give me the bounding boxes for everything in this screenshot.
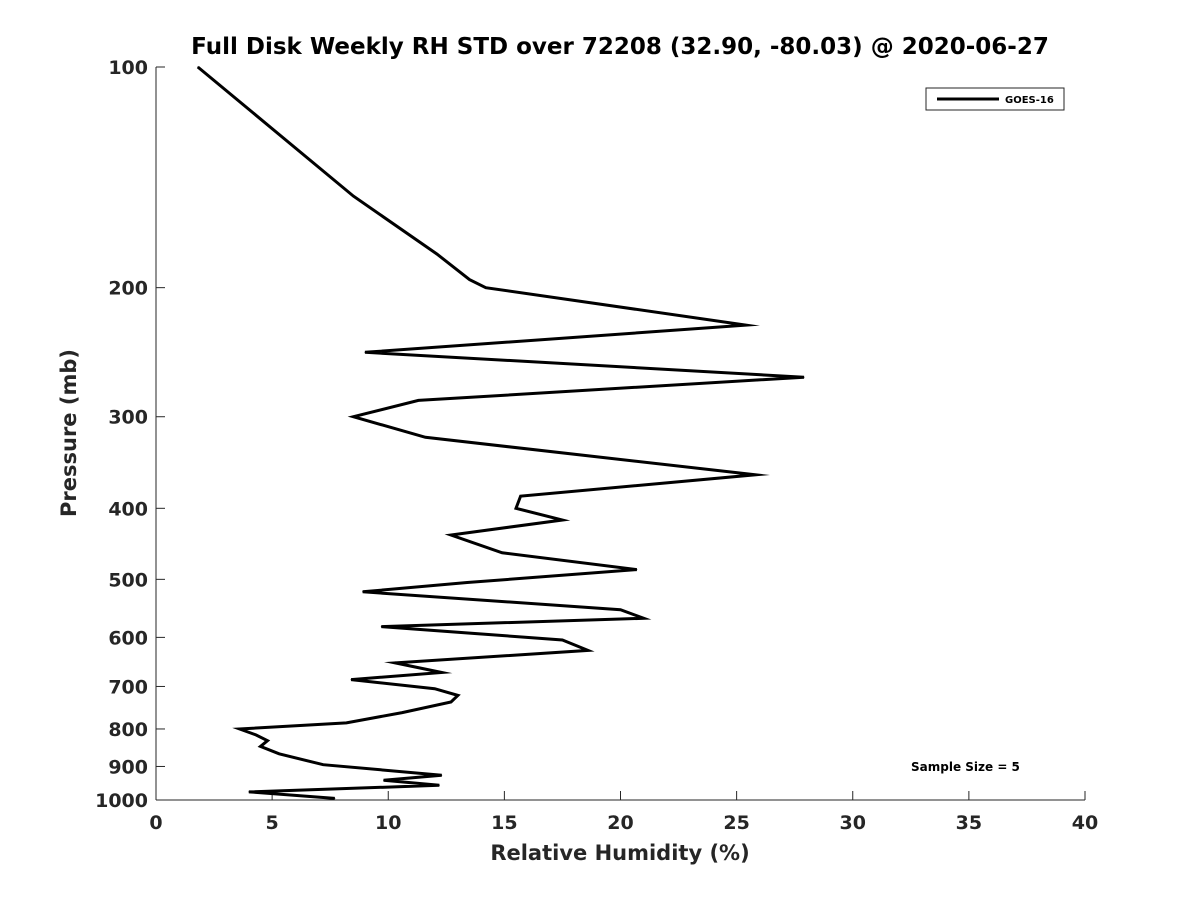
data-point [466, 582, 468, 583]
data-point [401, 712, 403, 714]
x-tick-label: 20 [607, 812, 633, 834]
legend-label-goes16: GOES-16 [1005, 95, 1054, 106]
data-point [450, 701, 452, 703]
data-point [260, 745, 261, 747]
data-point [561, 639, 563, 641]
data-point [620, 609, 621, 611]
data-point [450, 534, 452, 536]
data-point [322, 764, 324, 766]
data-point [745, 324, 747, 326]
series-line-goes16 [196, 65, 805, 800]
data-point [255, 734, 257, 736]
x-tick-label: 30 [840, 812, 866, 834]
data-point [643, 617, 645, 619]
data-point [434, 688, 436, 690]
data-point [424, 436, 426, 438]
data-point [267, 740, 268, 742]
data-point [394, 662, 396, 664]
y-tick-label: 200 [108, 278, 148, 300]
x-tick-label: 0 [149, 812, 162, 834]
x-tick-label: 10 [375, 812, 401, 834]
data-point [239, 728, 241, 730]
data-point [754, 474, 756, 476]
data-point [436, 253, 438, 255]
x-axis-label: Relative Humidity (%) [490, 841, 749, 865]
data-point [441, 774, 443, 776]
series-layer [196, 65, 805, 800]
sample-size-annotation: Sample Size = 5 [911, 760, 1020, 774]
x-tick-label: 35 [956, 812, 982, 834]
data-point [383, 779, 385, 781]
data-point [350, 679, 352, 681]
x-tick-label: 40 [1072, 812, 1098, 834]
data-point [380, 626, 382, 628]
data-point [352, 195, 354, 197]
data-point [352, 416, 354, 418]
data-point [457, 694, 459, 696]
data-point [485, 287, 487, 289]
y-tick-label: 900 [108, 756, 148, 778]
data-point [803, 376, 805, 378]
y-tick-label: 600 [108, 627, 148, 649]
x-ticks: 0 5 10 15 20 25 30 35 40 [149, 791, 1098, 834]
data-point [441, 672, 443, 673]
y-tick-label: 500 [108, 569, 148, 591]
data-point [561, 519, 563, 521]
data-point [417, 399, 419, 401]
y-ticks: 100 200 300 400 500 600 700 800 900 1000 [95, 57, 165, 812]
data-point [636, 569, 638, 571]
x-tick-label: 15 [491, 812, 517, 834]
y-tick-label: 300 [108, 407, 148, 429]
y-axis-label: Pressure (mb) [57, 349, 81, 517]
chart-title: Full Disk Weekly RH STD over 72208 (32.9… [191, 34, 1049, 60]
y-tick-label: 700 [108, 676, 148, 698]
data-point [197, 66, 199, 68]
data-point [362, 591, 364, 593]
y-tick-label: 100 [108, 57, 148, 79]
data-point [345, 722, 347, 724]
data-point [278, 753, 280, 755]
data-point [469, 279, 470, 281]
y-tick-label: 400 [108, 498, 148, 520]
y-tick-label: 800 [108, 719, 148, 741]
data-point [587, 649, 589, 651]
data-point [248, 791, 250, 793]
data-point [334, 797, 336, 799]
x-tick-label: 5 [266, 812, 279, 834]
legend: GOES-16 [925, 87, 1065, 111]
x-tick-label: 25 [723, 812, 749, 834]
data-point [520, 495, 522, 497]
data-point [438, 784, 440, 786]
data-point [364, 351, 366, 353]
data-point [501, 552, 503, 554]
y-tick-label: 1000 [95, 790, 148, 812]
data-point [515, 507, 517, 509]
